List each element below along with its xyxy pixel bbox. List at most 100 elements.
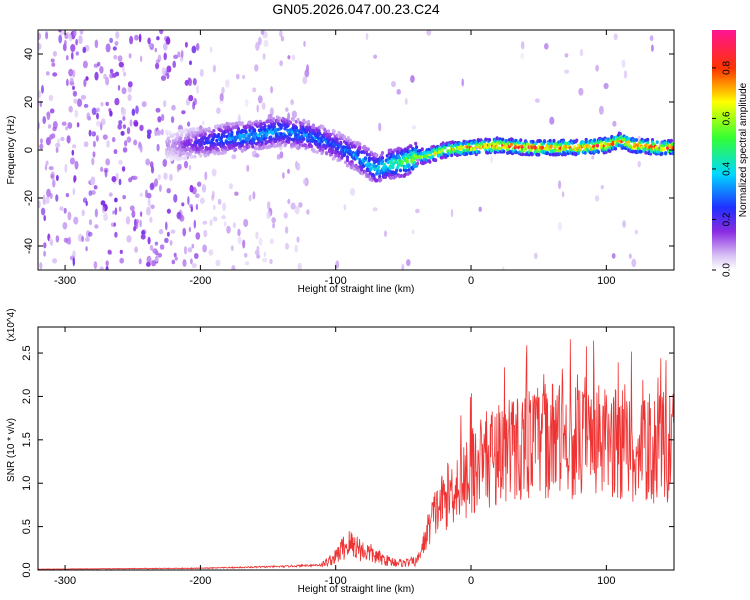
heatmap-cell: [584, 139, 588, 144]
heatmap-cell: [191, 45, 197, 54]
heatmap-cell: [125, 216, 131, 225]
colorbar-tick-label: 0.2: [722, 212, 733, 226]
heatmap-cell: [474, 152, 478, 157]
heatmap-cell: [271, 217, 277, 224]
heatmap-cell: [603, 141, 607, 146]
heatmap-cell: [52, 258, 58, 264]
heatmap-cell: [373, 54, 378, 59]
heatmap-cell: [81, 209, 85, 217]
y-tick-label: 40: [23, 48, 35, 60]
y-tick-label: 1.5: [21, 432, 33, 447]
heatmap-cell: [269, 107, 274, 116]
heatmap-cell: [273, 127, 278, 132]
heatmap-cell: [269, 135, 273, 140]
heatmap-cell: [207, 126, 211, 131]
heatmap-cell: [266, 211, 271, 219]
heatmap-cell: [415, 208, 420, 214]
heatmap-cell: [424, 158, 428, 163]
heatmap-cell: [62, 222, 68, 230]
heatmap-cell: [42, 194, 46, 202]
heatmap-cell: [360, 167, 364, 172]
heatmap-cell: [256, 245, 260, 252]
heatmap-cell: [132, 175, 138, 180]
heatmap-cell: [237, 114, 241, 123]
heatmap-cell: [587, 144, 591, 149]
x-tick-label: -100: [325, 575, 347, 587]
heatmap-cell: [158, 229, 164, 235]
heatmap-cell: [85, 246, 88, 252]
heatmap-cell: [391, 170, 395, 175]
heatmap-cell: [296, 236, 300, 243]
heatmap-cell: [248, 194, 252, 202]
heatmap-cell: [170, 116, 175, 124]
heatmap-cell: [272, 122, 277, 126]
heatmap-cell: [52, 179, 56, 188]
heatmap-cell: [166, 72, 170, 79]
heatmap-cell: [385, 154, 389, 158]
heatmap-cell: [343, 135, 347, 139]
heatmap-cell: [377, 161, 381, 166]
heatmap-cell: [612, 120, 617, 127]
heatmap-cell: [240, 121, 244, 126]
heatmap-cell: [332, 129, 336, 134]
heatmap-cell: [160, 75, 167, 81]
heatmap-cell: [94, 224, 99, 229]
heatmap-cell: [105, 101, 109, 107]
heatmap-cell: [578, 87, 584, 96]
heatmap-cell: [649, 149, 654, 154]
heatmap-cell: [72, 85, 75, 90]
heatmap-cell: [558, 151, 562, 156]
heatmap-cell: [167, 139, 171, 144]
heatmap-cell: [66, 135, 71, 144]
heatmap-cell: [189, 60, 192, 66]
heatmap-cell: [583, 151, 587, 155]
heatmap-cell: [119, 249, 123, 254]
heatmap-cell: [55, 194, 59, 202]
heatmap-cell: [118, 159, 123, 165]
heatmap-cell: [591, 155, 595, 160]
heatmap-cell: [117, 123, 122, 130]
heatmap-cell: [127, 81, 133, 88]
heatmap-cell: [283, 212, 288, 219]
heatmap-cell: [199, 153, 203, 158]
heatmap-cell: [121, 107, 127, 117]
heatmap-cell: [43, 250, 46, 257]
heatmap-cell: [179, 214, 183, 222]
heatmap-cell: [235, 121, 239, 126]
heatmap-cell: [545, 151, 549, 156]
heatmap-cell: [262, 130, 266, 135]
heatmap-cell: [309, 144, 314, 149]
heatmap-cell: [450, 208, 454, 218]
heatmap-cell: [105, 158, 111, 166]
heatmap-cell: [71, 52, 74, 60]
heatmap-cell: [226, 129, 230, 134]
heatmap-cell: [193, 219, 196, 229]
heatmap-cell: [183, 144, 187, 149]
heatmap-cell: [416, 161, 420, 166]
heatmap-cell: [211, 194, 215, 201]
heatmap-cell: [155, 62, 160, 70]
heatmap-cell: [671, 151, 674, 156]
heatmap-cell: [216, 124, 220, 128]
heatmap-cell: [192, 127, 196, 131]
heatmap-cell: [52, 50, 58, 57]
heatmap-cell: [193, 154, 197, 159]
heatmap-cell: [195, 232, 201, 240]
heatmap-cell: [311, 124, 315, 129]
heatmap-cell: [166, 188, 171, 194]
heatmap-cell: [119, 257, 124, 264]
heatmap-cell: [83, 141, 89, 148]
heatmap-cell: [146, 255, 152, 264]
heatmap-cell: [409, 144, 413, 149]
heatmap-cell: [40, 207, 46, 216]
heatmap-cell: [139, 55, 143, 63]
y-tick-label: 0.0: [21, 562, 33, 577]
heatmap-cell: [247, 144, 251, 149]
snr-frame: [37, 326, 675, 571]
heatmap-cell: [102, 206, 105, 214]
heatmap-cell: [377, 165, 381, 170]
heatmap-cell: [146, 206, 151, 216]
heatmap-cell: [443, 145, 447, 150]
heatmap-cell: [404, 168, 408, 173]
heatmap-cell: [238, 137, 242, 142]
